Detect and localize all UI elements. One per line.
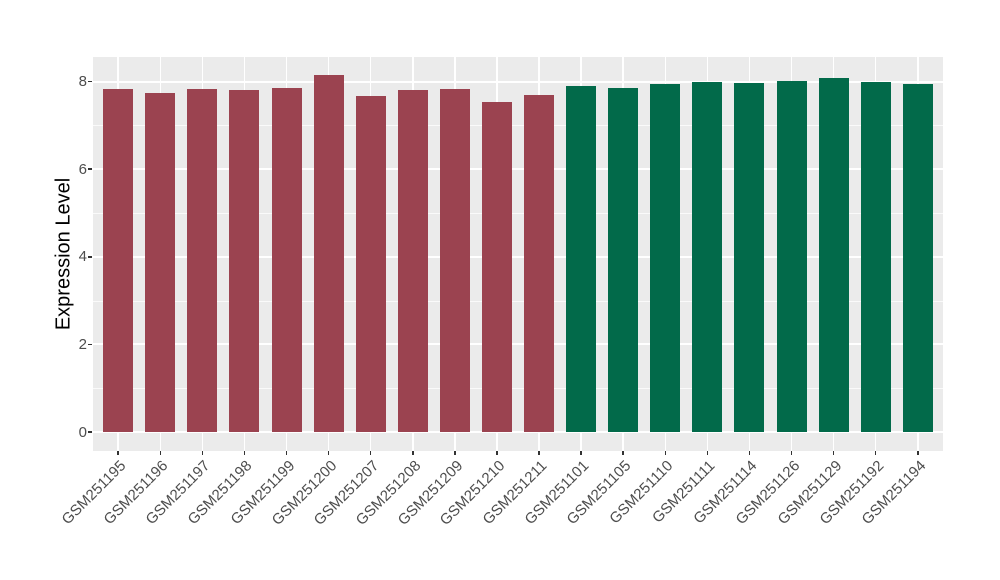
x-tick (369, 451, 372, 455)
bar (439, 89, 470, 432)
x-tick (327, 451, 330, 455)
x-tick (580, 451, 582, 455)
bar (818, 78, 849, 432)
y-tick (88, 168, 92, 170)
bar (271, 88, 302, 432)
x-tick (201, 451, 204, 455)
x-tick (538, 451, 540, 455)
gridline-minor-y (93, 300, 943, 302)
bar (902, 84, 933, 432)
bar (229, 90, 260, 432)
x-tick (832, 451, 835, 455)
y-tick (88, 431, 92, 433)
x-tick (706, 451, 709, 455)
x-tick (159, 451, 162, 455)
x-tick (748, 451, 751, 455)
gridline-major-y (93, 431, 943, 433)
x-tick (412, 451, 414, 455)
bar (313, 75, 344, 432)
bar (860, 81, 891, 432)
bar (103, 89, 134, 432)
gridline-major-y (93, 168, 943, 171)
x-tick (664, 451, 667, 455)
plot-panel (93, 57, 943, 451)
x-tick (790, 451, 793, 455)
gridline-major-y (93, 80, 943, 83)
bar (608, 88, 639, 432)
y-tick-label: 6 (78, 160, 87, 178)
gridline-major-y (93, 255, 943, 258)
y-tick-label: 8 (78, 73, 87, 91)
bar (524, 94, 555, 432)
y-tick (88, 80, 92, 83)
y-tick (88, 343, 92, 346)
x-tick (496, 451, 498, 455)
x-tick (243, 451, 246, 455)
gridline-major-y (93, 343, 943, 346)
y-tick-label: 0 (78, 423, 87, 441)
bar (650, 84, 681, 432)
bar (355, 95, 386, 432)
bar (145, 93, 176, 432)
x-tick (454, 451, 456, 455)
bar (481, 101, 512, 432)
y-tick-label: 4 (78, 248, 87, 266)
x-tick (285, 451, 288, 455)
bar (566, 85, 597, 432)
gridline-minor-y (93, 125, 943, 127)
x-tick (117, 451, 119, 455)
y-tick (88, 256, 92, 258)
bar (397, 90, 428, 432)
gridline-minor-y (93, 213, 943, 214)
x-tick (917, 451, 919, 455)
x-tick (622, 451, 624, 455)
y-tick-label: 2 (78, 335, 87, 353)
bar (187, 89, 218, 432)
gridline-minor-y (93, 388, 943, 390)
bar (776, 80, 807, 432)
x-tick (874, 451, 877, 455)
bar (692, 81, 723, 432)
bar (734, 83, 765, 432)
